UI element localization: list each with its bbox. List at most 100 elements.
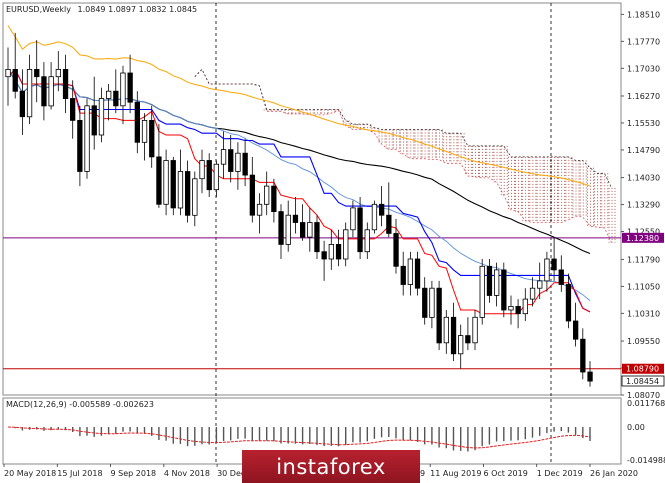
candle-body xyxy=(106,90,112,99)
candle-body xyxy=(307,222,313,238)
candle xyxy=(163,149,169,216)
candle-body xyxy=(278,211,284,245)
candle-body xyxy=(472,316,478,344)
candle xyxy=(98,87,105,143)
candle xyxy=(177,149,184,216)
candle xyxy=(371,200,378,234)
price-tick-label: 1.09550 xyxy=(627,337,660,346)
candle xyxy=(48,62,54,110)
candle xyxy=(113,69,119,114)
candle-body xyxy=(335,243,342,260)
candle xyxy=(493,262,500,307)
candle-body xyxy=(48,76,54,107)
candle-body xyxy=(127,72,133,103)
candle xyxy=(19,69,26,135)
candle xyxy=(393,218,399,274)
candle xyxy=(307,207,313,252)
candle xyxy=(386,182,392,238)
candle xyxy=(551,237,557,281)
time-tick-label: 11 Aug 2019 xyxy=(430,469,481,478)
candle xyxy=(378,186,385,227)
candle xyxy=(192,171,198,227)
candle xyxy=(544,251,550,292)
candle xyxy=(400,251,406,296)
candle xyxy=(70,80,76,139)
candle-body xyxy=(314,222,320,253)
current-price-label: 1.08454 xyxy=(626,377,659,386)
candle xyxy=(558,255,564,292)
price-tick-label: 1.08070 xyxy=(627,391,660,400)
candle xyxy=(206,153,212,197)
candle-body xyxy=(414,258,421,289)
candle-body xyxy=(249,174,256,216)
candle xyxy=(414,251,421,296)
main-plot-frame xyxy=(2,2,622,396)
time-tick-label: 15 Jul 2018 xyxy=(57,469,102,478)
candle-body xyxy=(493,269,500,296)
candle xyxy=(263,171,270,216)
candle xyxy=(141,113,148,161)
candle-body xyxy=(34,69,40,78)
level-tag-label: 1.08790 xyxy=(626,365,659,374)
candle xyxy=(443,310,450,354)
candle-body xyxy=(192,178,198,216)
price-tick-label: 1.17770 xyxy=(627,37,660,46)
candle xyxy=(457,324,464,369)
period-separators xyxy=(215,3,552,464)
candle xyxy=(465,317,471,351)
candle-body xyxy=(573,320,579,340)
candle-body xyxy=(163,160,169,205)
ma-black-line xyxy=(7,69,591,255)
ma-blue-line xyxy=(7,69,591,301)
candle-body xyxy=(299,222,306,238)
candle-body xyxy=(5,69,11,78)
candle xyxy=(249,156,256,223)
candle xyxy=(242,138,248,187)
price-axis: 1.18510 1.17770 1.17030 1.16270 1.15530 1.147… xyxy=(621,10,665,400)
level-tag-label: 1.12380 xyxy=(626,234,659,243)
candle-body xyxy=(422,287,428,318)
candle-body xyxy=(551,258,557,271)
candle xyxy=(587,361,593,387)
candle xyxy=(91,76,97,150)
candle-body xyxy=(70,98,76,121)
candles xyxy=(5,32,593,387)
instaforex-logo[interactable]: instaforex xyxy=(242,450,420,483)
candle xyxy=(450,302,457,362)
macd-signal-line xyxy=(7,426,591,449)
candle-body xyxy=(544,258,550,282)
candle-body xyxy=(522,298,528,315)
candle xyxy=(5,47,11,106)
candle-body xyxy=(371,203,378,231)
candle xyxy=(479,259,485,325)
candle xyxy=(501,262,507,318)
candle xyxy=(537,262,543,300)
price-tick-label: 1.14030 xyxy=(627,174,660,183)
candle-body xyxy=(285,214,291,245)
candle xyxy=(429,280,435,329)
candle xyxy=(321,240,327,281)
price-tick-label: 1.14790 xyxy=(627,146,660,155)
price-tick-label: 1.16270 xyxy=(627,92,660,101)
price-tick-label: 1.17030 xyxy=(627,64,660,73)
candle-body xyxy=(213,163,220,191)
candle-body xyxy=(450,316,457,355)
candle-body xyxy=(263,185,270,205)
ma-orange-line xyxy=(7,25,591,187)
candle-body xyxy=(199,160,205,180)
candle xyxy=(62,54,69,114)
candle xyxy=(220,131,227,179)
candle-body xyxy=(343,229,349,260)
candle-body xyxy=(400,265,406,285)
candle xyxy=(573,302,579,347)
tenkan-line xyxy=(7,68,591,315)
candle-body xyxy=(242,152,248,176)
level-tag xyxy=(622,363,664,374)
candle-body xyxy=(465,335,471,344)
candle xyxy=(422,277,428,325)
candle-body xyxy=(41,76,47,107)
candle-body xyxy=(170,160,176,209)
candle-body xyxy=(113,90,119,107)
candle xyxy=(12,32,18,99)
